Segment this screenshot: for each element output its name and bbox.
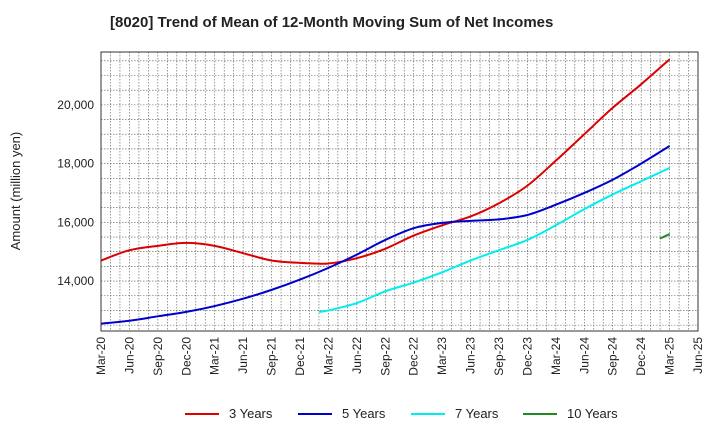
series-line-5-years (100, 145, 671, 325)
legend-item-7-years: 7 Years (411, 406, 498, 421)
series-line-3-years (100, 58, 671, 265)
x-tick-label: Sep-20 (151, 337, 165, 376)
legend-swatch (185, 412, 219, 415)
legend-label: 10 Years (567, 406, 618, 421)
x-tick-label: Jun-25 (691, 337, 705, 374)
y-tick-labels: 14,000 16,000 18,000 20,000 (57, 98, 94, 288)
x-tick-label: Dec-21 (293, 337, 307, 376)
legend-label: 5 Years (342, 406, 386, 421)
plot-frame (100, 51, 699, 332)
series-line-10-years (659, 233, 670, 240)
x-tick-label: Sep-24 (606, 337, 620, 376)
x-tick-label: Sep-23 (492, 337, 506, 376)
x-tick-label: Mar-20 (94, 337, 108, 375)
y-tick-label: 16,000 (57, 215, 94, 229)
x-tick-label: Jun-24 (577, 337, 591, 374)
y-axis-label: Amount (million yen) (8, 132, 23, 251)
x-tick-label: Dec-24 (634, 337, 648, 376)
x-tick-label: Jun-23 (464, 337, 478, 374)
series-line-7-years (318, 167, 670, 313)
x-tick-label: Jun-20 (122, 337, 136, 374)
series-lines (100, 58, 671, 325)
legend-swatch (298, 412, 332, 415)
x-tick-label: Mar-25 (663, 337, 677, 375)
x-tick-label: Dec-23 (520, 337, 534, 376)
x-tick-label: Mar-24 (549, 337, 563, 375)
legend: 3 Years 5 Years 7 Years 10 Years (0, 406, 720, 426)
chart-title: [8020] Trend of Mean of 12-Month Moving … (110, 14, 554, 31)
x-tick-label: Mar-21 (208, 337, 222, 375)
x-tick-label: Dec-20 (179, 337, 193, 376)
legend-swatch (523, 412, 557, 415)
legend-swatch (411, 412, 445, 415)
x-tick-label: Mar-23 (435, 337, 449, 375)
x-tick-label: Jun-21 (236, 337, 250, 374)
legend-item-3-years: 3 Years (185, 406, 272, 421)
legend-item-5-years: 5 Years (298, 406, 385, 421)
y-tick-label: 14,000 (57, 274, 94, 288)
x-tick-label: Mar-22 (321, 337, 335, 375)
legend-label: 7 Years (455, 406, 499, 421)
grid (100, 52, 699, 331)
y-tick-label: 18,000 (57, 157, 94, 171)
legend-label: 3 Years (229, 406, 273, 421)
legend-item-10-years: 10 Years (523, 406, 618, 421)
x-tick-label: Dec-22 (407, 337, 421, 376)
x-tick-label: Jun-22 (350, 337, 364, 374)
y-tick-label: 20,000 (57, 98, 94, 112)
x-tick-labels: Mar-20 Jun-20 Sep-20 Dec-20 Mar-21 Jun-21 Sep-… (94, 337, 705, 376)
x-tick-label: Sep-22 (378, 337, 392, 376)
x-tick-label: Sep-21 (265, 337, 279, 376)
